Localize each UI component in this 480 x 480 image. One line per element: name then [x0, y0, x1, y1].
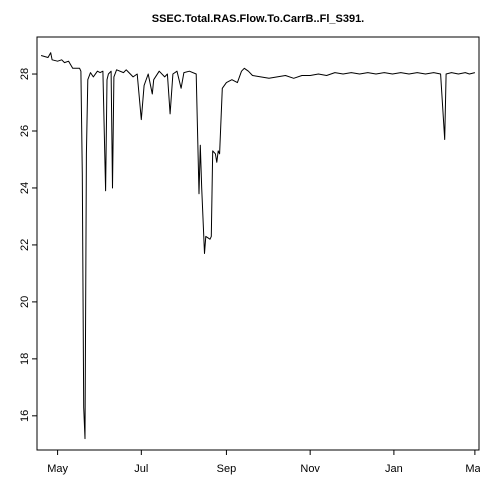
y-tick-label: 22 [19, 239, 31, 251]
x-tick-label: May [47, 463, 68, 475]
y-tick-label: 24 [19, 182, 31, 194]
y-axis: 16 18 20 22 24 26 28 [19, 68, 38, 422]
chart-title: SSEC.Total.RAS.Flow.To.CarrB..Fl_S391. [152, 13, 365, 25]
x-tick-label: Sep [217, 463, 237, 475]
x-axis: May Jul Sep Nov Jan Mar [47, 449, 480, 475]
y-tick-label: 20 [19, 296, 31, 308]
series-line [40, 52, 476, 440]
series-layer [40, 52, 476, 440]
y-tick-label: 28 [19, 68, 31, 80]
x-tick-label: Mar [465, 463, 480, 475]
x-tick-label: Nov [300, 463, 320, 475]
x-tick-label: Jul [134, 463, 148, 475]
y-tick-label: 16 [19, 410, 31, 422]
y-tick-label: 26 [19, 125, 31, 137]
y-tick-label: 18 [19, 353, 31, 365]
x-tick-label: Jan [385, 463, 403, 475]
